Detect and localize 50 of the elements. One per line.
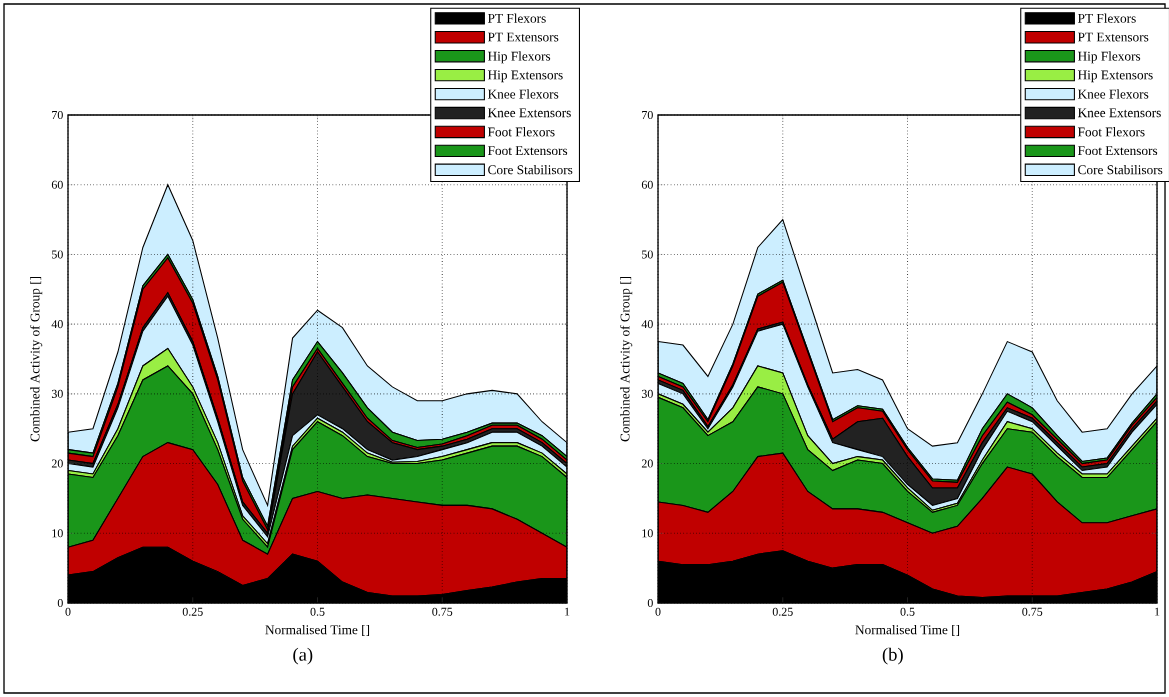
legend-label: Hip Flexors [487,51,551,64]
y-tick-label: 40 [641,320,653,329]
y-tick-label: 50 [52,250,63,259]
x-tick-label: 0.5 [310,607,325,616]
legend-label: Hip Extensors [1077,70,1153,83]
y-tick-label: 30 [51,389,63,398]
y-tick-label: 20 [51,459,63,468]
legend-label: PT Extensors [1077,32,1149,42]
legend-label: Foot Extensors [1077,146,1158,156]
x-axis-title: Normalised Time [] [265,624,370,636]
legend-label: Knee Extensors [1077,108,1161,118]
y-tick-label: 10 [52,529,63,538]
legend-label: Knee Extensors [487,108,571,118]
legend-label: Foot Flexors [1077,127,1145,137]
legend-label: Knee Flexors [487,89,559,99]
legend-label: Hip Extensors [487,70,563,83]
legend-label: Foot Flexors [487,127,555,137]
y-tick-label: 0 [57,598,63,608]
y-tick-label: 60 [51,180,63,189]
y-tick-label: 50 [642,250,653,259]
x-axis-title: Normalised Time [] [855,624,960,636]
x-tick-label: 0.75 [1022,607,1043,616]
x-tick-label: 0.25 [182,607,203,616]
text: (a) [293,647,313,665]
y-tick-label: 30 [641,389,653,398]
x-tick-label: 0 [655,607,661,616]
x-tick-label: 1 [1155,607,1160,616]
text: (b) [882,647,903,665]
y-tick-label: 60 [641,180,653,189]
legend-label: Foot Extensors [487,146,568,156]
legend-label: Knee Flexors [1077,89,1149,99]
y-tick-label: 70 [642,110,653,120]
legend-label: Core Stabilisors [1078,164,1163,175]
x-tick-label: 0.5 [900,607,915,616]
x-tick-label: 0.25 [772,607,793,616]
y-tick-label: 70 [52,110,63,120]
y-tick-label: 40 [51,320,63,329]
y-tick-label: 0 [647,598,653,608]
y-tick-label: 20 [641,459,653,468]
y-axis-title: Combined Activity of Group [] [30,276,43,442]
legend-label: PT Extensors [487,32,559,42]
x-tick-label: 0 [65,607,71,616]
legend-label: PT Flexors [487,13,546,23]
legend-label: Hip Flexors [1077,51,1141,64]
legend-label: Core Stabilisors [488,164,573,175]
legend-label: PT Flexors [1077,13,1136,23]
y-axis-title: Combined Activity of Group [] [620,276,633,442]
x-tick-label: 0.75 [432,607,453,616]
y-tick-label: 10 [642,529,653,538]
x-tick-label: 1 [565,607,570,616]
